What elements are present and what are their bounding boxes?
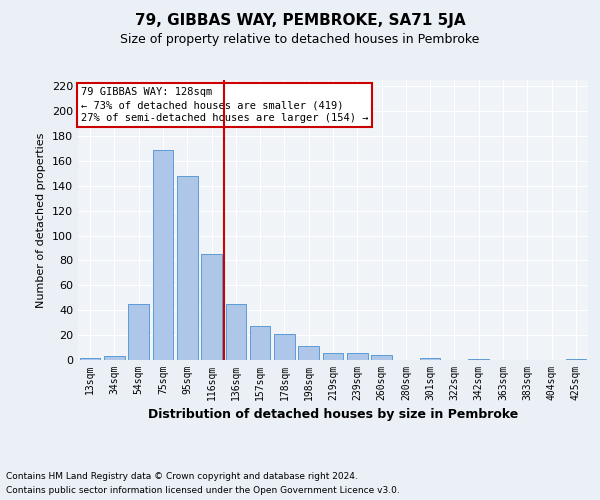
Text: Contains HM Land Registry data © Crown copyright and database right 2024.: Contains HM Land Registry data © Crown c… — [6, 472, 358, 481]
Bar — [177, 176, 197, 360]
Bar — [469, 359, 489, 360]
X-axis label: Distribution of detached houses by size in Pembroke: Distribution of detached houses by size … — [148, 408, 518, 422]
Y-axis label: Number of detached properties: Number of detached properties — [37, 132, 46, 308]
Bar — [250, 326, 271, 360]
Bar — [80, 358, 100, 360]
Bar — [274, 334, 295, 360]
Bar — [323, 352, 343, 360]
Bar — [420, 358, 440, 360]
Bar — [128, 304, 149, 360]
Text: Contains public sector information licensed under the Open Government Licence v3: Contains public sector information licen… — [6, 486, 400, 495]
Bar — [226, 304, 246, 360]
Text: 79 GIBBAS WAY: 128sqm
← 73% of detached houses are smaller (419)
27% of semi-det: 79 GIBBAS WAY: 128sqm ← 73% of detached … — [80, 87, 368, 124]
Bar — [152, 150, 173, 360]
Bar — [201, 254, 222, 360]
Text: Size of property relative to detached houses in Pembroke: Size of property relative to detached ho… — [121, 32, 479, 46]
Bar — [104, 356, 125, 360]
Bar — [371, 355, 392, 360]
Bar — [566, 359, 586, 360]
Text: 79, GIBBAS WAY, PEMBROKE, SA71 5JA: 79, GIBBAS WAY, PEMBROKE, SA71 5JA — [134, 12, 466, 28]
Bar — [298, 346, 319, 360]
Bar — [347, 352, 368, 360]
